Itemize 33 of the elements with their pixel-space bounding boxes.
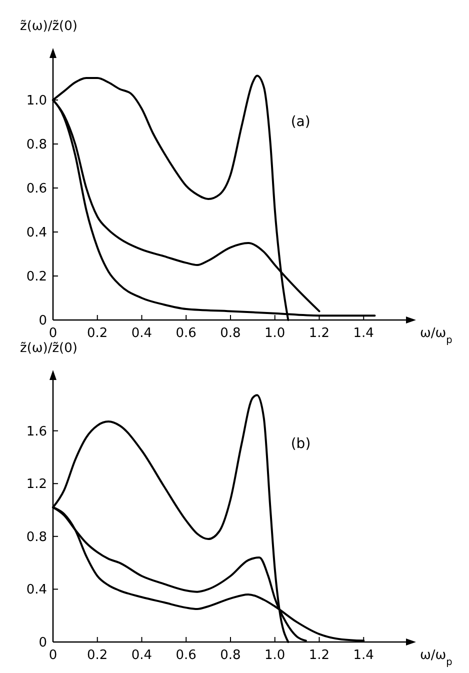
x-tick-label: 1.4: [353, 648, 374, 663]
x-tick-label: 0.8: [220, 326, 241, 341]
x-tick-label: 0: [48, 326, 58, 341]
x-tick-label: 0.6: [176, 326, 196, 341]
x-tick-label: 1.0: [264, 326, 286, 341]
annotation: (b): [290, 436, 311, 452]
y-tick-label: 0.8: [26, 138, 47, 152]
x-tick-label: 1.4: [353, 326, 374, 341]
x-tick-label: 0.8: [220, 648, 241, 663]
x-tick-label: 1.2: [308, 326, 330, 341]
y-tick-label: 0.4: [26, 582, 47, 598]
x-axis-title: ω/ω$_{p}$: [420, 326, 452, 346]
y-tick-label: 0: [38, 314, 47, 328]
y-axis-title: z̃(ω)/z̃(0): [20, 341, 78, 356]
annotation: (a): [290, 114, 310, 130]
x-tick-label: 0: [48, 648, 58, 663]
y-tick-label: 0.6: [26, 182, 47, 196]
y-tick-label: 0: [38, 636, 47, 650]
y-tick-label: 0.4: [26, 226, 47, 240]
y-tick-label: 1.6: [26, 424, 47, 440]
y-tick-label: 1.2: [26, 477, 47, 492]
y-axis-title: z̃(ω)/z̃(0): [20, 19, 78, 34]
y-tick-label: 0.8: [26, 530, 47, 545]
x-tick-label: 0.2: [87, 648, 108, 663]
x-axis-title: ω/ω$_{p}$: [420, 648, 452, 668]
y-tick-label: 0.2: [26, 270, 47, 284]
x-tick-label: 1.2: [308, 648, 330, 663]
x-tick-label: 0.6: [176, 648, 196, 663]
x-tick-label: 0.2: [87, 326, 108, 341]
y-tick-label: 1.0: [26, 94, 47, 108]
x-tick-label: 0.4: [131, 648, 152, 663]
x-tick-label: 0.4: [131, 326, 152, 341]
x-tick-label: 1.0: [264, 648, 286, 663]
